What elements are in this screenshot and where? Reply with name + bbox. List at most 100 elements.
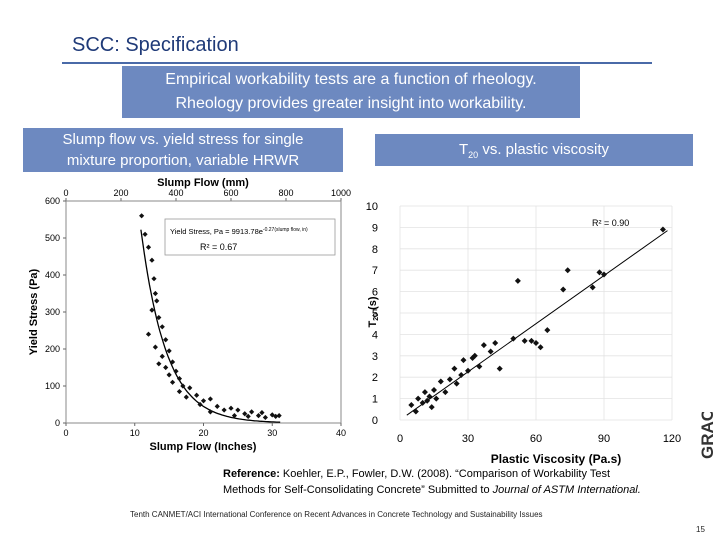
data-point-right	[419, 399, 426, 406]
reference-citation: Reference: Koehler, E.P., Fowler, D.W. (…	[223, 466, 720, 498]
top-tick-label: 1000	[331, 188, 351, 198]
x-tick-label: 0	[63, 428, 68, 438]
data-point-right	[521, 337, 528, 344]
right-chart-header: T20 vs. plastic viscosity	[375, 134, 693, 166]
data-point	[180, 383, 186, 389]
data-point-right	[510, 335, 517, 342]
data-point	[173, 368, 179, 374]
data-point	[169, 379, 176, 385]
y-tick-label: 600	[45, 196, 60, 206]
data-point	[221, 407, 227, 413]
data-point	[262, 414, 268, 421]
top-tick-label: 600	[223, 188, 238, 198]
linear-fit-line	[406, 230, 668, 416]
data-point-right	[601, 271, 607, 278]
data-point-right	[431, 387, 437, 394]
x-tick-label-right: 120	[663, 433, 681, 445]
left-chart-header: Slump flow vs. yield stress for single m…	[23, 128, 343, 172]
top-tick-label: 0	[63, 188, 68, 198]
data-point	[194, 392, 200, 398]
left-header-line-2: mixture proportion, variable HRWR	[66, 152, 300, 169]
x-tick-label: 40	[336, 428, 346, 438]
data-point-right	[487, 348, 494, 355]
reference-authors: Koehler, E.P., Fowler, D.W. (2008). “Com…	[279, 468, 610, 480]
data-point-right	[424, 397, 431, 404]
intro-callout: Empirical workability tests are a functi…	[122, 66, 580, 118]
data-point	[242, 411, 248, 417]
data-point-right	[408, 402, 415, 409]
grace-logo: GRACE	[698, 412, 717, 459]
data-point-right	[471, 352, 478, 359]
data-point-right	[496, 365, 503, 372]
page-number: 15	[696, 525, 705, 534]
data-point-right	[421, 389, 428, 396]
data-point-right	[453, 380, 460, 387]
data-point-right	[458, 372, 465, 379]
data-point-right	[537, 344, 544, 351]
data-point-right	[560, 286, 567, 293]
x-axis-title-right: Plastic Viscosity (Pa.s)	[491, 452, 622, 466]
fit-equation: Yield Stress, Pa = 9913.78e-0.27(slump f…	[170, 227, 308, 236]
top-tick-label: 400	[168, 188, 183, 198]
data-point-right	[428, 404, 435, 411]
data-point-right	[492, 339, 499, 346]
x-tick-label-right: 30	[462, 433, 474, 445]
r-squared-label-right: R² = 0.90	[592, 218, 629, 228]
data-point	[156, 361, 162, 367]
data-point	[152, 290, 158, 297]
y-tick-label: 100	[45, 381, 60, 391]
y-tick-label: 500	[45, 233, 60, 243]
data-point-right	[480, 342, 487, 349]
x-tick-label: 20	[198, 428, 208, 438]
x-tick-label-right: 60	[530, 433, 542, 445]
data-point	[139, 213, 145, 219]
data-point	[176, 388, 183, 395]
data-point-right	[596, 269, 603, 276]
data-point-right	[451, 365, 458, 372]
data-point	[169, 359, 176, 365]
data-point	[235, 407, 241, 413]
slide-title: SCC: Specification	[72, 34, 239, 56]
data-point-right	[446, 376, 453, 383]
data-point-right	[442, 389, 449, 396]
data-point	[159, 324, 165, 330]
data-point-right	[433, 395, 440, 402]
data-point	[145, 244, 152, 250]
y-tick-label-right: 7	[372, 265, 378, 277]
intro-line-1: Empirical workability tests are a functi…	[165, 71, 537, 88]
x-tick-label-right: 0	[397, 433, 403, 445]
data-point-right	[533, 339, 539, 346]
data-point-right	[412, 408, 419, 415]
left-header-line-1: Slump flow vs. yield stress for single	[62, 131, 304, 148]
reference-journal: Journal of ASTM International.	[492, 484, 641, 496]
y-tick-label: 300	[45, 307, 60, 317]
data-point-right	[589, 284, 596, 291]
r-squared-label: R² = 0.67	[200, 242, 237, 252]
title-divider	[62, 62, 652, 64]
data-point-right	[460, 357, 467, 364]
top-axis-title: Slump Flow (mm)	[157, 177, 249, 189]
data-point	[200, 398, 207, 404]
y-axis-title-right: T20 (s)	[367, 296, 380, 327]
x-tick-label: 30	[267, 428, 277, 438]
y-axis-title: Yield Stress (Pa)	[28, 268, 40, 355]
data-point-right	[514, 277, 521, 284]
t20-plastic-viscosity-chart: 0 1 2 3 4 5 6 7 8 9 10 0 30 60 90 120 R² = 0.90 T20 (s…	[366, 201, 681, 466]
y-tick-label: 200	[45, 344, 60, 354]
y-tick-label-right: 2	[372, 372, 378, 384]
data-point-right	[544, 327, 551, 334]
data-point	[156, 314, 162, 321]
x-tick-label-right: 90	[598, 433, 610, 445]
conference-footer: Tenth CANMET/ACI International Conferenc…	[130, 510, 543, 519]
top-tick-label: 200	[113, 188, 128, 198]
data-point	[145, 331, 152, 337]
y-tick-label: 400	[45, 270, 60, 280]
reference-title-end: Methods for Self-Consolidating Concrete”…	[223, 484, 493, 496]
reference-line-1: Reference: Koehler, E.P., Fowler, D.W. (…	[223, 466, 720, 482]
data-point-right	[465, 367, 471, 374]
top-tick-label: 800	[278, 188, 293, 198]
data-point-right	[426, 393, 433, 400]
grace-logo-text: GRACE	[698, 412, 717, 459]
y-tick-label: 0	[55, 418, 60, 428]
y-tick-label-right: 6	[372, 287, 378, 299]
